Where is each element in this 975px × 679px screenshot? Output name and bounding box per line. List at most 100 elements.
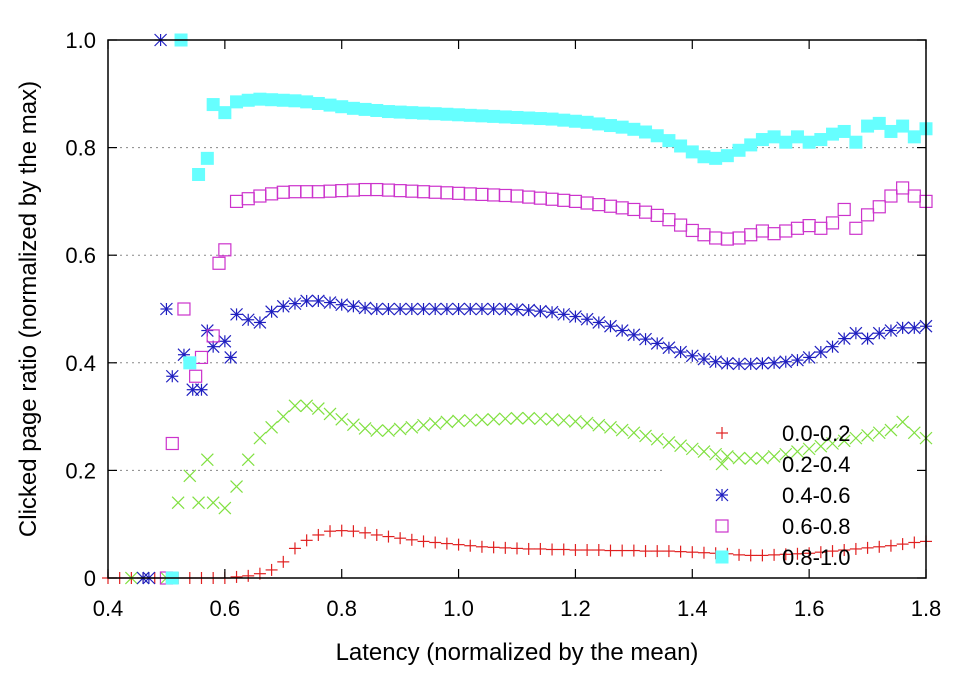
data-point	[697, 546, 710, 559]
data-point	[907, 189, 921, 203]
data-point	[744, 549, 757, 562]
data-point	[662, 545, 675, 558]
data-point	[346, 101, 360, 115]
data-point	[872, 426, 886, 440]
marker-stroke	[907, 426, 921, 440]
data-point	[837, 124, 851, 138]
data-point	[452, 302, 465, 316]
data-point	[674, 439, 688, 453]
marker-stroke	[358, 301, 372, 315]
data-point	[241, 192, 255, 206]
data-point	[557, 113, 571, 127]
data-point	[768, 548, 781, 561]
data-point	[440, 537, 453, 550]
data-point	[627, 202, 641, 217]
data-point	[428, 185, 442, 199]
data-point	[276, 299, 290, 313]
marker-stroke	[569, 415, 582, 428]
data-point	[720, 356, 734, 370]
data-point	[230, 95, 244, 109]
data-point	[545, 112, 559, 126]
data-point	[861, 429, 874, 442]
data-point	[814, 546, 827, 559]
marker-stroke	[405, 420, 419, 434]
data-point	[498, 302, 512, 316]
legend-entry: 0.4-0.6	[715, 483, 851, 508]
marker-stroke	[218, 501, 232, 515]
data-point	[826, 340, 839, 354]
data-point	[685, 349, 699, 363]
data-point	[463, 413, 477, 427]
data-point	[709, 151, 723, 165]
marker-stroke	[545, 412, 559, 426]
data-point	[803, 547, 816, 560]
data-point	[498, 412, 512, 426]
marker-stroke	[802, 442, 816, 456]
data-point	[744, 138, 758, 152]
data-point	[604, 420, 617, 434]
data-point	[241, 93, 255, 107]
data-point	[557, 413, 571, 427]
marker-stroke	[697, 445, 711, 458]
data-point	[428, 417, 442, 431]
y-tick-label: 0.6	[65, 243, 96, 268]
legend-entry: 0.0-0.2	[716, 421, 851, 446]
data-point	[335, 412, 349, 426]
data-point	[896, 119, 910, 133]
data-point	[487, 541, 500, 554]
data-point	[873, 540, 886, 553]
data-point	[452, 414, 465, 428]
marker-stroke	[755, 356, 769, 370]
data-point	[206, 329, 220, 343]
data-point	[604, 544, 617, 557]
x-tick-label: 0.6	[210, 596, 241, 621]
data-point	[744, 357, 758, 371]
legend-label: 0.4-0.6	[782, 483, 851, 508]
marker-stroke	[393, 302, 407, 316]
data-point	[381, 183, 396, 197]
data-point	[276, 93, 290, 107]
data-point	[685, 223, 699, 238]
marker-stroke	[487, 302, 501, 316]
marker-stroke	[720, 449, 734, 463]
marker-stroke	[627, 328, 641, 342]
data-point	[826, 545, 839, 558]
data-point	[265, 93, 279, 107]
data-point	[511, 542, 523, 555]
data-point	[358, 182, 372, 197]
data-point	[849, 431, 863, 445]
y-tick-label: 1.0	[65, 28, 96, 53]
x-tick-label: 0.8	[326, 596, 357, 621]
data-point	[755, 224, 770, 238]
data-point	[200, 453, 214, 467]
data-point	[312, 528, 325, 541]
data-point	[230, 307, 243, 321]
x-tick-label: 0.4	[93, 596, 124, 621]
data-point	[311, 185, 325, 199]
data-point	[896, 538, 909, 551]
data-point	[779, 135, 793, 149]
data-point	[662, 213, 676, 227]
marker-stroke	[884, 423, 898, 437]
y-axis-title: Clicked page ratio (normalized by the ma…	[15, 81, 42, 537]
data-point	[382, 424, 395, 438]
marker-stroke	[206, 340, 220, 354]
data-point	[802, 350, 816, 364]
marker-stroke	[545, 305, 559, 319]
marker-stroke	[650, 337, 664, 350]
data-point	[627, 122, 641, 136]
data-points	[102, 33, 933, 585]
data-point	[592, 198, 606, 212]
data-point	[533, 304, 547, 318]
data-point	[370, 182, 384, 197]
data-point	[568, 114, 582, 128]
marker-stroke	[428, 417, 442, 431]
data-point	[288, 94, 302, 108]
data-point	[662, 435, 676, 449]
marker-stroke	[896, 415, 910, 429]
data-point	[826, 127, 840, 141]
x-tick-label: 1.4	[677, 596, 708, 621]
data-point	[212, 256, 226, 270]
data-point	[755, 133, 769, 147]
x-tick-label: 1.2	[560, 596, 591, 621]
